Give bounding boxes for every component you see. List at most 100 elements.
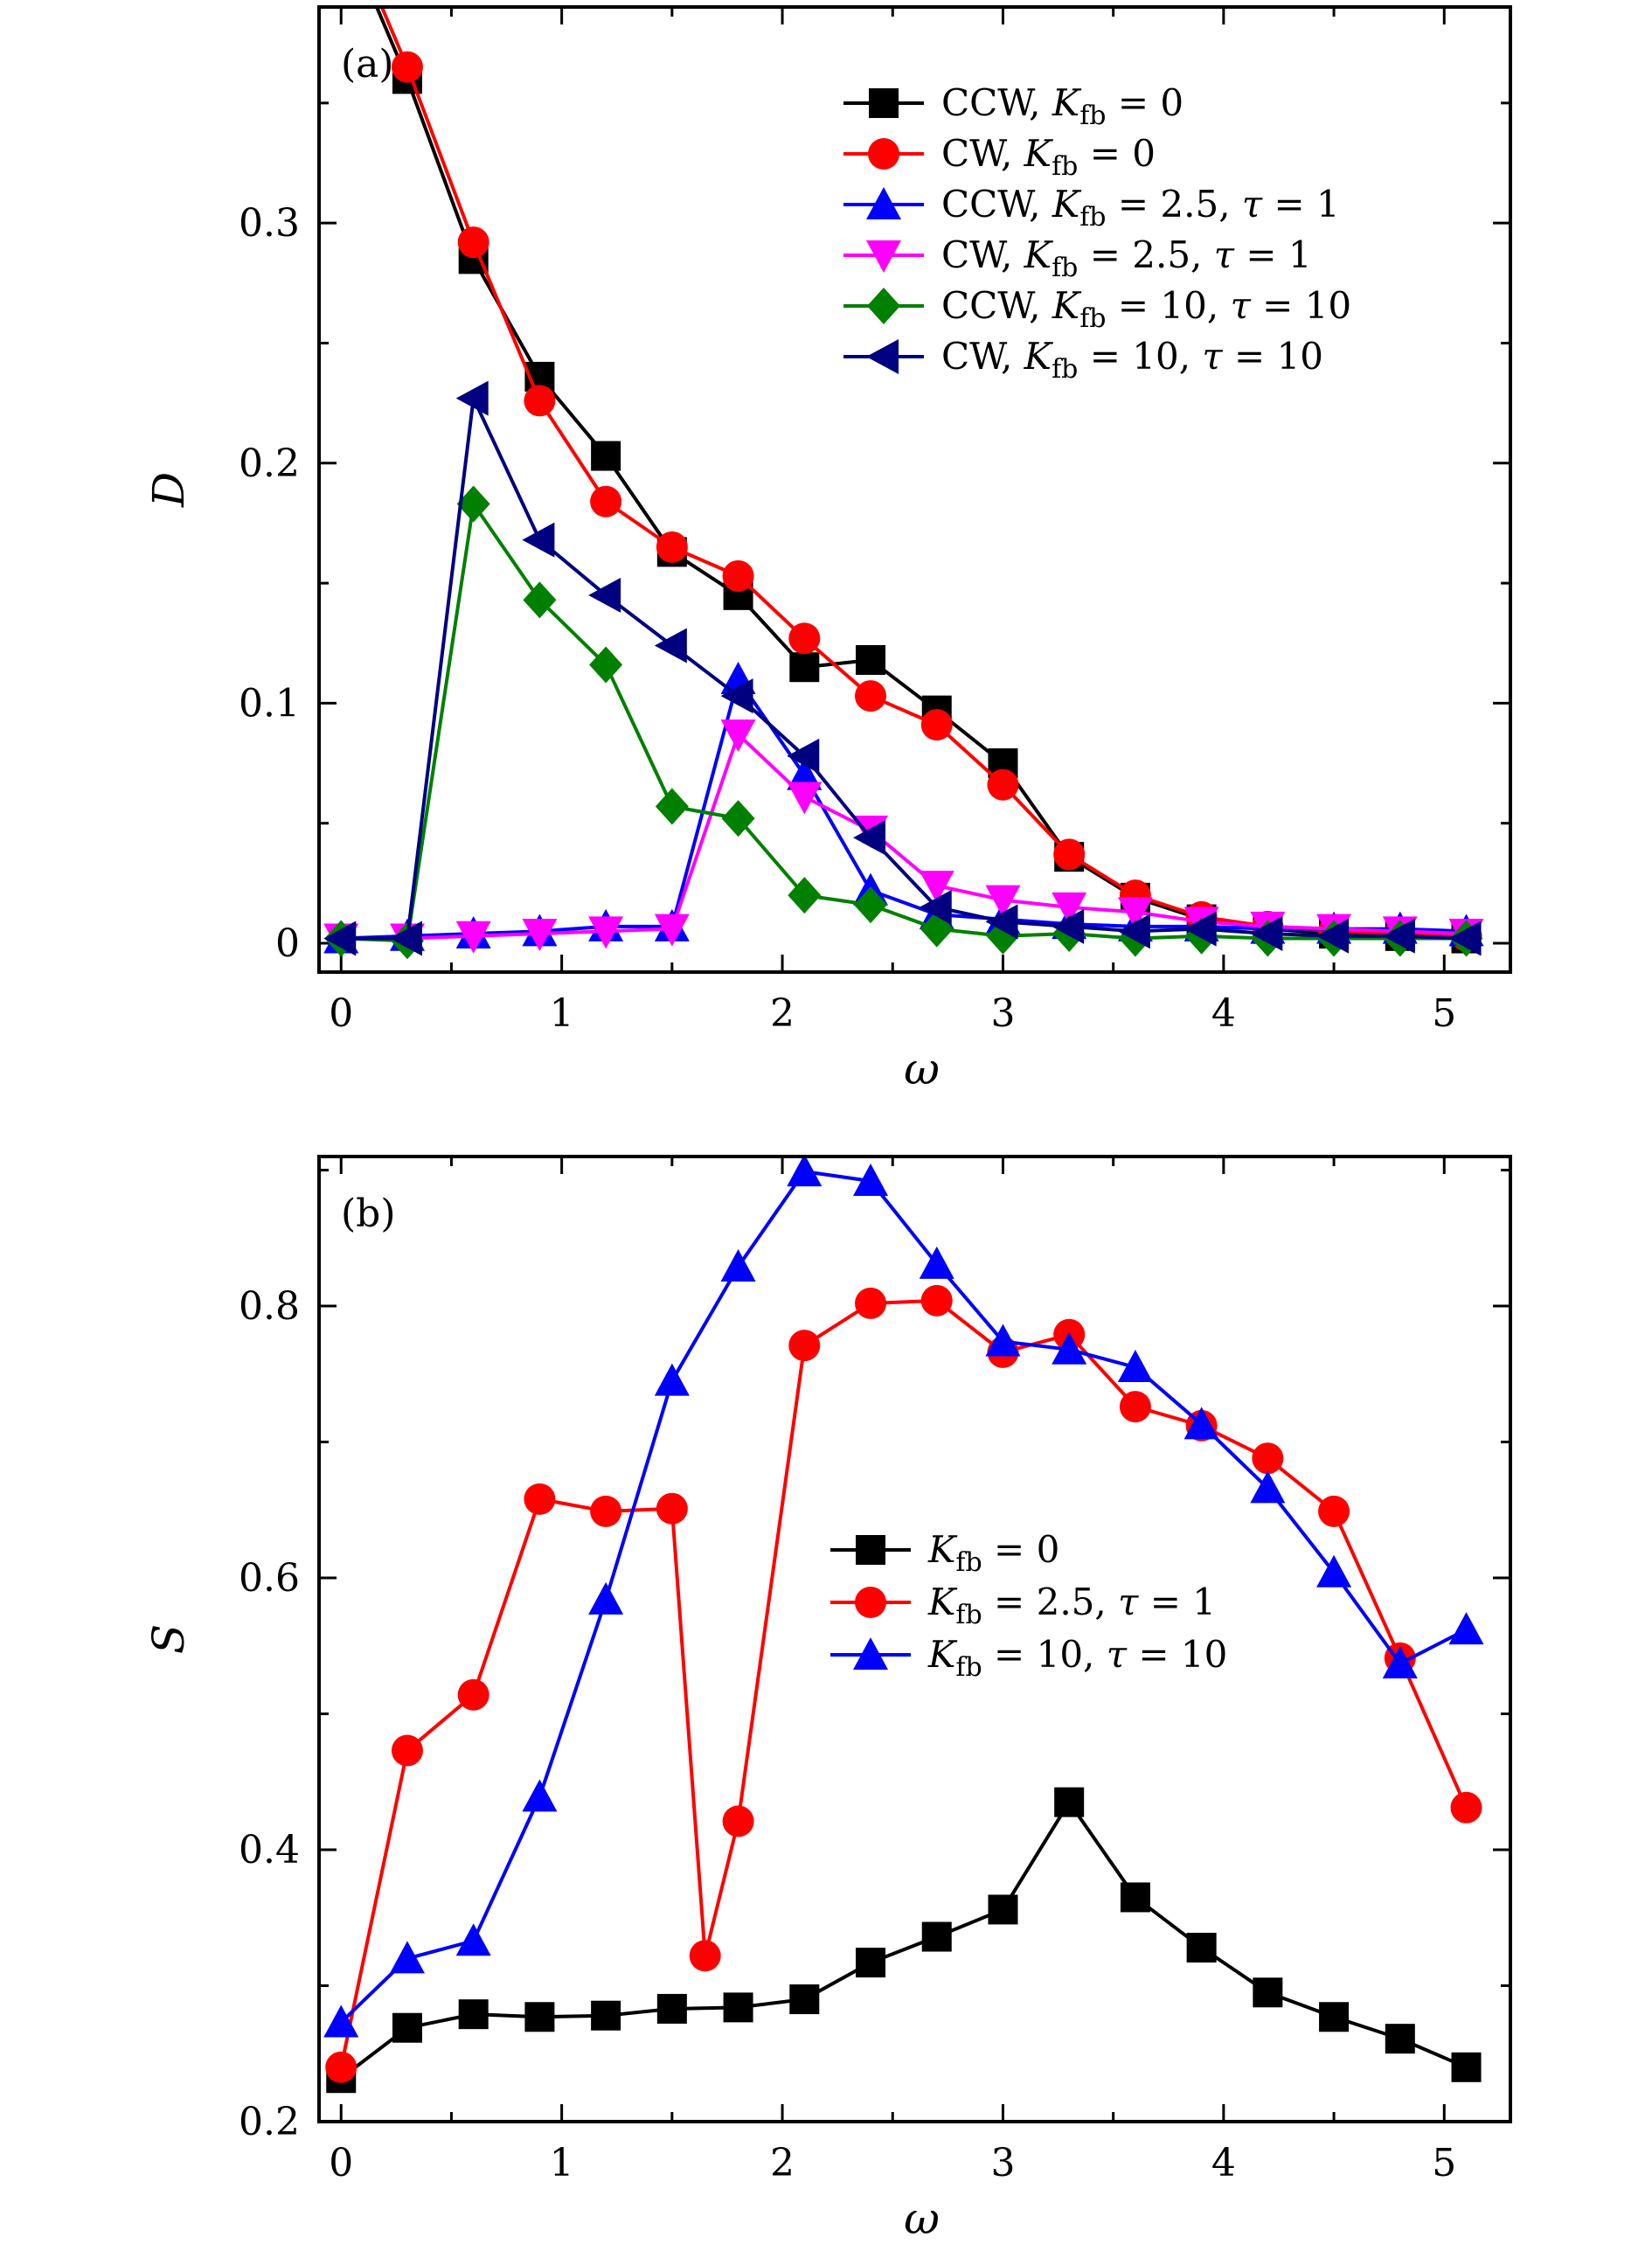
legend-entry: CW, Kfb = 0 — [843, 132, 1156, 182]
legend-label: CW, Kfb = 10, τ = 10 — [941, 335, 1323, 385]
plot-frame — [317, 5, 1512, 974]
data-point — [988, 1894, 1018, 1925]
data-point — [720, 678, 753, 714]
data-point — [1183, 1407, 1219, 1440]
data-point — [856, 1948, 886, 1978]
data-point — [456, 485, 490, 523]
data-point — [656, 531, 688, 563]
series-group — [323, 1157, 1484, 2094]
legend-label: Kfb = 0 — [927, 1528, 1059, 1578]
data-point — [458, 1999, 489, 2030]
tick-group: 0 1 2 3 4 5 0 0.1 0.2 0.3 — [239, 7, 1510, 1036]
data-point — [854, 886, 888, 924]
y-tick-label: 0.4 — [239, 1828, 300, 1872]
data-point — [855, 680, 887, 712]
y-tick-label: 0 — [275, 921, 300, 966]
legend-label: CW, Kfb = 2.5, τ = 1 — [941, 233, 1312, 283]
data-point — [1052, 1331, 1087, 1365]
data-point — [853, 820, 886, 856]
data-point — [524, 2002, 555, 2032]
panel-label: (b) — [341, 1192, 396, 1236]
legend-entry: Kfb = 2.5, τ = 1 — [830, 1581, 1216, 1630]
x-tick-label: 2 — [770, 991, 795, 1036]
data-point — [656, 1993, 687, 2024]
data-point — [788, 622, 821, 655]
data-point — [1253, 1977, 1283, 2008]
data-point — [655, 788, 689, 825]
data-point — [787, 1157, 823, 1187]
data-point — [1448, 921, 1482, 956]
data-point — [1318, 1495, 1350, 1527]
data-point — [523, 581, 557, 619]
legend-marker — [869, 88, 899, 118]
legend-label: CCW, Kfb = 2.5, τ = 1 — [941, 183, 1340, 233]
legend-entry: CCW, Kfb = 2.5, τ = 1 — [843, 183, 1340, 233]
data-point — [591, 441, 621, 471]
legend-marker — [856, 1535, 885, 1565]
x-tick-label: 5 — [1432, 991, 1456, 1036]
data-point — [1117, 1350, 1153, 1383]
data-point — [389, 1941, 425, 1974]
data-point — [1451, 2052, 1482, 2082]
legend-entry: CW, Kfb = 2.5, τ = 1 — [843, 233, 1312, 283]
data-point — [323, 2004, 359, 2038]
data-point — [919, 1246, 954, 1279]
data-point — [1250, 916, 1283, 952]
data-point — [722, 1805, 754, 1838]
legend-entry: CCW, Kfb = 0 — [843, 81, 1183, 131]
data-point — [590, 1495, 622, 1527]
data-point — [787, 782, 823, 815]
y-tick-label: 0.6 — [239, 1556, 300, 1601]
data-point — [720, 719, 756, 753]
data-point — [1186, 1932, 1217, 1963]
data-point — [588, 1581, 624, 1615]
data-point — [522, 919, 558, 952]
legend-entry: Kfb = 10, τ = 10 — [830, 1633, 1227, 1683]
data-point — [1450, 1791, 1482, 1824]
data-point — [1117, 897, 1153, 930]
data-point — [654, 628, 687, 663]
data-point — [721, 800, 755, 837]
data-point — [1316, 1554, 1352, 1588]
data-point — [723, 1992, 753, 2023]
y-axis-label: S — [143, 1624, 194, 1654]
data-point — [787, 738, 820, 774]
data-point — [1448, 1612, 1484, 1645]
legend-entry: CCW, Kfb = 10, τ = 10 — [843, 284, 1351, 334]
y-tick-label: 0.8 — [239, 1284, 300, 1329]
data-point — [389, 921, 422, 956]
x-tick-label: 4 — [1211, 2141, 1236, 2185]
data-point — [1052, 908, 1085, 944]
legend-label: Kfb = 10, τ = 10 — [927, 1633, 1227, 1683]
legend-marker — [867, 288, 900, 324]
data-point — [919, 871, 954, 904]
data-point — [919, 889, 952, 925]
legend-marker — [866, 339, 899, 374]
data-point — [1316, 918, 1350, 954]
data-point — [1054, 1787, 1085, 1817]
data-point — [985, 885, 1021, 918]
x-tick-label: 0 — [329, 2141, 353, 2185]
data-point — [855, 1287, 887, 1319]
legend-marker — [853, 1637, 888, 1670]
data-point — [391, 1734, 423, 1767]
y-axis-label: D — [143, 472, 194, 508]
legend-marker — [866, 187, 901, 219]
data-point — [522, 522, 555, 558]
y-tick-label: 0.1 — [239, 681, 300, 726]
data-point — [654, 914, 690, 947]
legend-marker — [868, 138, 899, 170]
data-point — [987, 768, 1019, 801]
data-point — [920, 1284, 953, 1317]
legend-marker — [855, 1587, 886, 1618]
data-point — [588, 916, 624, 949]
data-point — [1117, 914, 1150, 949]
data-point — [853, 1163, 889, 1196]
data-point — [1119, 1391, 1151, 1423]
data-point — [654, 1363, 690, 1396]
data-point — [921, 1921, 952, 1952]
legend-entry: Kfb = 0 — [830, 1528, 1059, 1578]
